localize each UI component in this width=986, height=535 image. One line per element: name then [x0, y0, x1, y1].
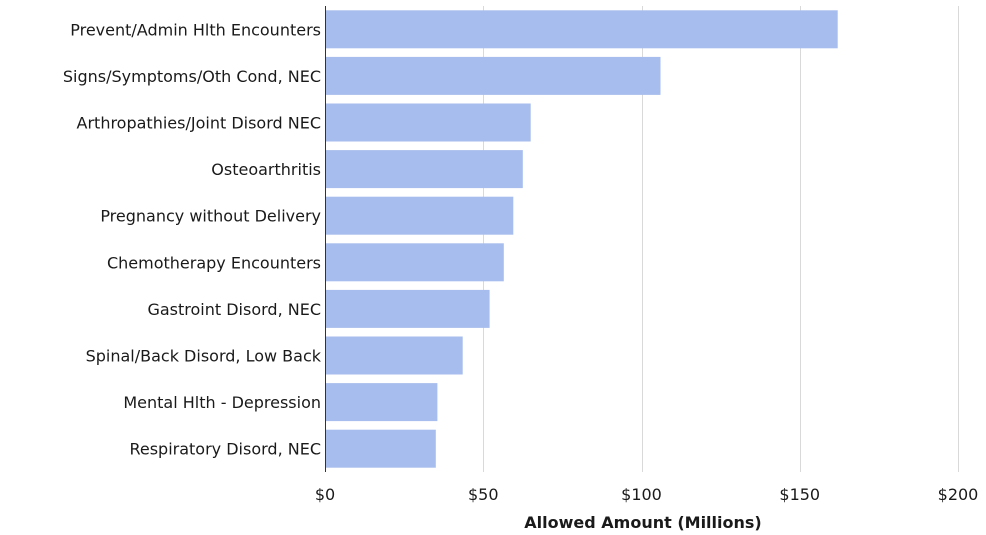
x-tick-labels: $0 $50 $100 $150 $200 — [315, 485, 979, 504]
bar[interactable] — [325, 56, 661, 95]
x-tick-label: $100 — [621, 485, 662, 504]
bar[interactable] — [325, 196, 514, 235]
bars — [325, 10, 838, 468]
bar[interactable] — [325, 289, 490, 328]
category-label: Osteoarthritis — [211, 160, 321, 179]
bar[interactable] — [325, 103, 531, 142]
category-label: Chemotherapy Encounters — [107, 253, 321, 272]
category-label: Respiratory Disord, NEC — [129, 440, 321, 459]
x-tick-label: $200 — [938, 485, 979, 504]
bar[interactable] — [325, 243, 504, 282]
bar[interactable] — [325, 383, 438, 422]
bar[interactable] — [325, 10, 838, 49]
x-axis-title: Allowed Amount (Millions) — [524, 513, 761, 532]
bar[interactable] — [325, 150, 523, 189]
x-tick-label: $0 — [315, 485, 335, 504]
bar[interactable] — [325, 336, 463, 375]
category-label: Pregnancy without Delivery — [100, 207, 321, 226]
category-label: Gastroint Disord, NEC — [147, 300, 321, 319]
category-label: Signs/Symptoms/Oth Cond, NEC — [63, 67, 321, 86]
category-labels: Prevent/Admin Hlth Encounters Signs/Sympt… — [63, 20, 322, 458]
x-tick-label: $150 — [779, 485, 820, 504]
x-tick-label: $50 — [468, 485, 499, 504]
category-label: Arthropathies/Joint Disord NEC — [77, 114, 321, 133]
bar[interactable] — [325, 429, 436, 468]
category-label: Mental Hlth - Depression — [123, 393, 321, 412]
category-label: Spinal/Back Disord, Low Back — [86, 347, 322, 366]
category-label: Prevent/Admin Hlth Encounters — [70, 20, 321, 39]
